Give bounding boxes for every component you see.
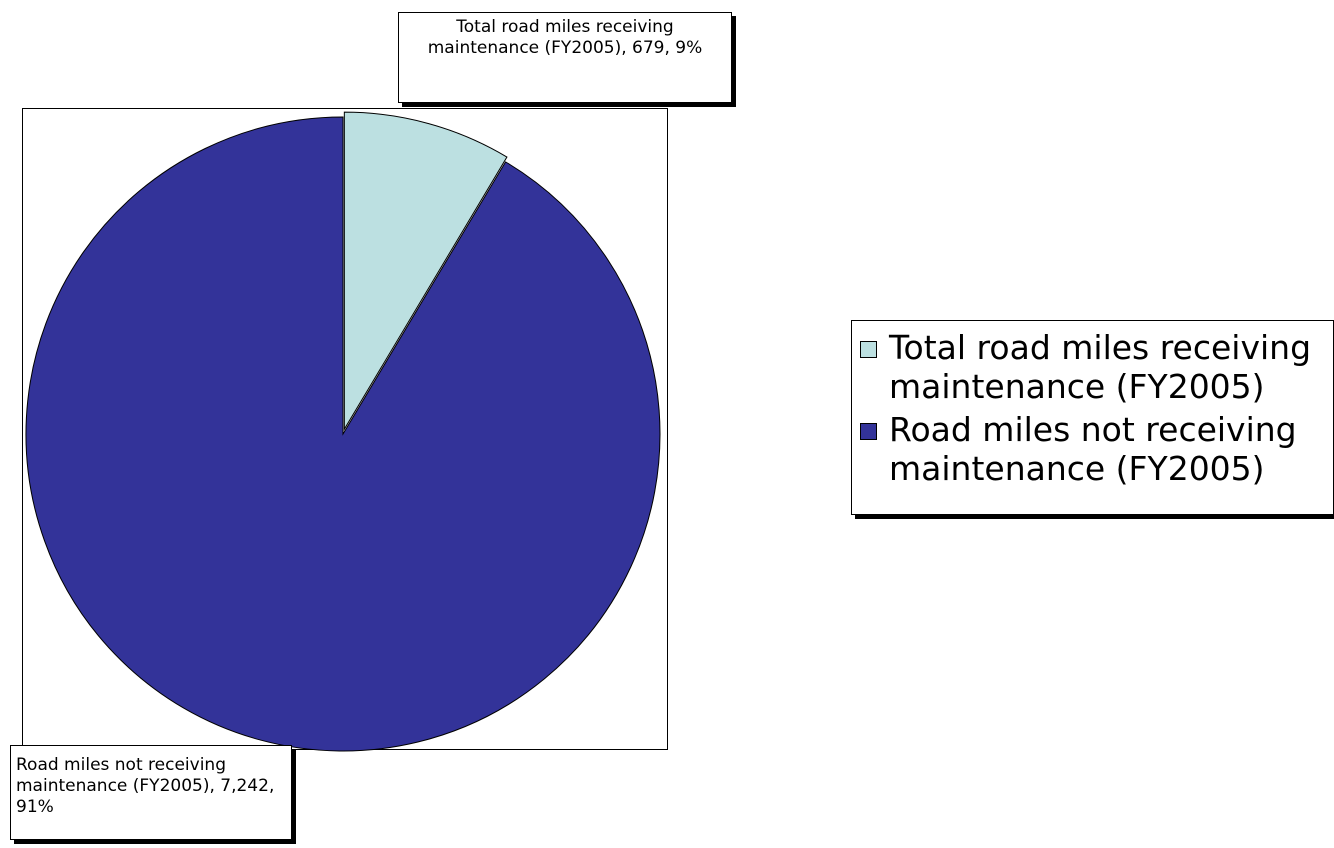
legend: Total road miles receiving maintenance (… — [851, 320, 1334, 515]
legend-label-receiving-maintenance: Total road miles receiving maintenance (… — [889, 328, 1312, 406]
legend-swatch-not-receiving-maintenance — [860, 423, 877, 440]
pie-slice-receiving-maintenance — [343, 111, 508, 431]
data-label-not-receiving-maintenance: Road miles not receiving maintenance (FY… — [10, 745, 292, 840]
pie-slice-not-receiving-maintenance — [25, 116, 661, 752]
legend-item-receiving-maintenance: Total road miles receiving maintenance (… — [860, 328, 1333, 406]
legend-label-not-receiving-maintenance: Road miles not receiving maintenance (FY… — [889, 410, 1297, 488]
legend-item-not-receiving-maintenance: Road miles not receiving maintenance (FY… — [860, 410, 1333, 488]
legend-swatch-receiving-maintenance — [860, 341, 877, 358]
data-label-receiving-maintenance: Total road miles receiving maintenance (… — [398, 12, 732, 103]
